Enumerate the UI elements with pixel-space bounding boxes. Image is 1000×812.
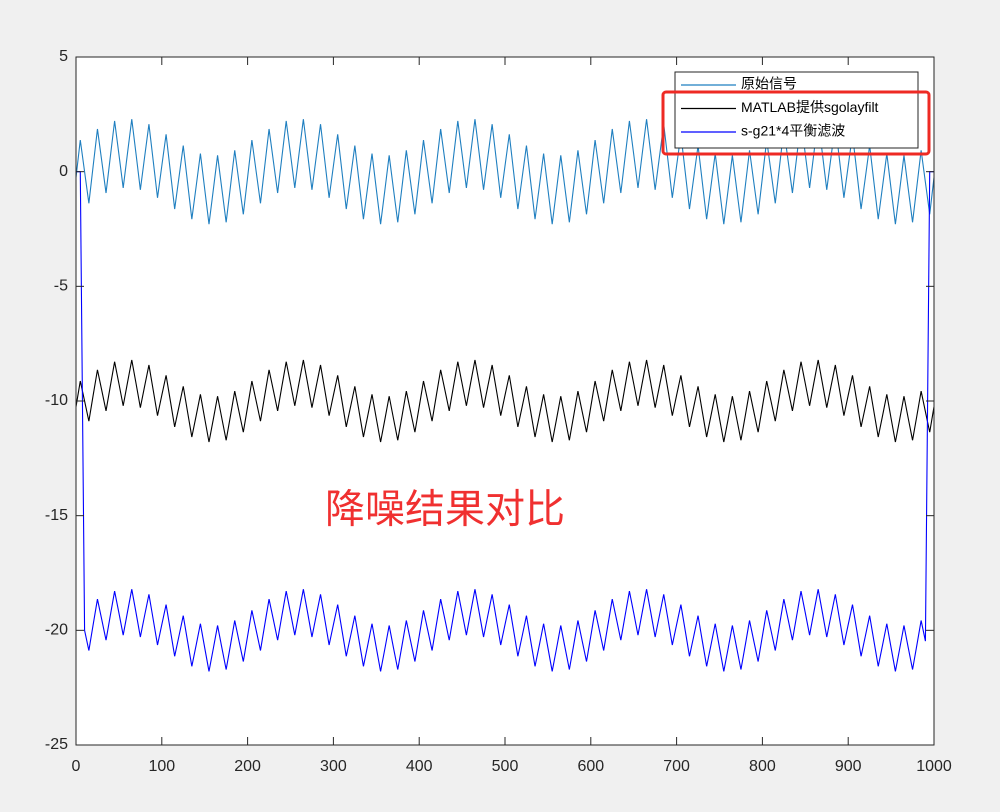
x-tick-label: 100 xyxy=(148,758,175,775)
y-tick-label: -5 xyxy=(54,278,68,295)
y-tick-label: -10 xyxy=(45,392,68,409)
y-tick-label: 5 xyxy=(59,48,68,65)
x-tick-label: 300 xyxy=(320,758,347,775)
plot-area xyxy=(76,57,934,745)
y-tick-label: -15 xyxy=(45,507,68,524)
x-tick-label: 0 xyxy=(72,758,81,775)
highlight-box xyxy=(661,90,931,156)
series-line xyxy=(76,171,934,672)
legend-box xyxy=(674,71,919,149)
x-tick-label: 500 xyxy=(492,758,519,775)
y-tick-label: 0 xyxy=(59,163,68,180)
x-tick-label: 700 xyxy=(663,758,690,775)
plot-layer xyxy=(75,119,935,672)
x-tick-label: 1000 xyxy=(916,758,952,775)
y-tick-label: -25 xyxy=(45,736,68,753)
legend-label: 原始信号 xyxy=(741,76,797,92)
x-tick-label: 400 xyxy=(406,758,433,775)
legend-label: s-g21*4平衡滤波 xyxy=(741,123,845,139)
series-line xyxy=(75,359,935,443)
legend: 原始信号 MATLAB提供sgolayfilt s-g21*4平衡滤波 xyxy=(674,71,919,149)
legend-label: MATLAB提供sgolayfilt xyxy=(741,99,879,115)
annotation: 降噪结果对比 xyxy=(325,488,565,532)
x-tick-label: 200 xyxy=(234,758,261,775)
x-tick-label: 600 xyxy=(577,758,604,775)
x-tick-label: 900 xyxy=(835,758,862,775)
x-tick-label: 800 xyxy=(749,758,776,775)
y-tick-label: -20 xyxy=(45,622,68,639)
series-line xyxy=(75,119,935,225)
